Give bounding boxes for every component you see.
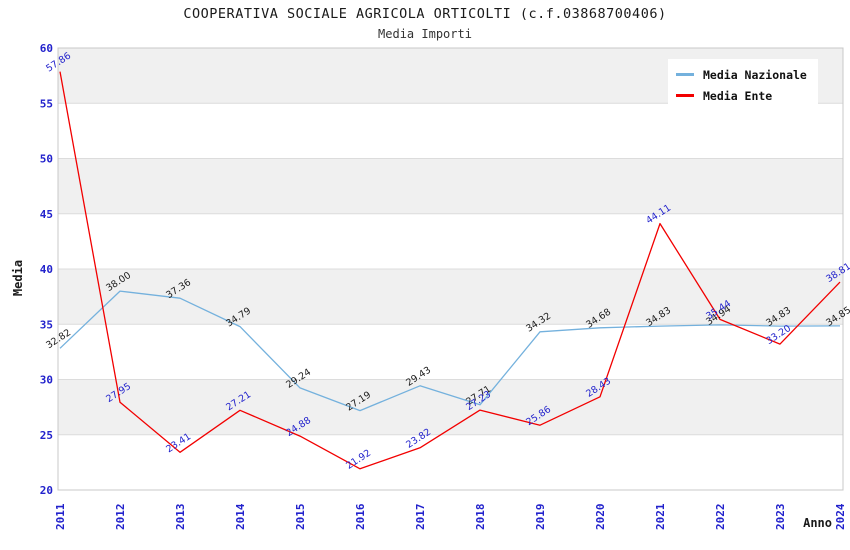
legend-label-media-ente: Media Ente xyxy=(703,88,773,103)
y-tick-label: 40 xyxy=(40,263,53,276)
legend-label-media-nazionale: Media Nazionale xyxy=(703,67,807,82)
legend: Media Nazionale Media Ente xyxy=(668,59,818,111)
y-axis-title: Media xyxy=(11,260,25,296)
y-tick-label: 20 xyxy=(40,484,53,497)
y-tick-label: 35 xyxy=(40,318,53,331)
x-tick-label: 2024 xyxy=(834,503,847,530)
x-tick-label: 2022 xyxy=(714,504,727,531)
x-tick-label: 2017 xyxy=(414,504,427,531)
ente-line-swatch xyxy=(676,94,694,97)
nazionale-line-swatch xyxy=(676,73,694,76)
legend-item-media-nazionale: Media Nazionale xyxy=(676,64,810,85)
x-tick-label: 2014 xyxy=(234,503,247,530)
x-tick-label: 2016 xyxy=(354,503,367,530)
x-tick-label: 2020 xyxy=(594,504,607,531)
legend-item-media-ente: Media Ente xyxy=(676,85,810,106)
x-tick-label: 2023 xyxy=(774,504,787,531)
series-line-ente xyxy=(59,71,841,470)
y-tick-label: 60 xyxy=(40,42,53,55)
chart-title: COOPERATIVA SOCIALE AGRICOLA ORTICOLTI (… xyxy=(183,6,667,22)
x-axis-title: Anno xyxy=(803,516,832,530)
y-tick-label: 45 xyxy=(40,208,53,221)
plot-border xyxy=(57,47,844,491)
y-tick-label: 25 xyxy=(40,429,53,442)
x-tick-label: 2011 xyxy=(54,503,67,530)
plot-band xyxy=(58,379,843,435)
x-tick-label: 2013 xyxy=(174,504,187,531)
plot-band xyxy=(58,158,843,214)
x-tick-label: 2012 xyxy=(114,504,127,531)
y-tick-label: 30 xyxy=(40,374,53,387)
series-line-nazionale xyxy=(59,290,841,412)
x-tick-label: 2019 xyxy=(534,504,547,531)
x-tick-label: 2021 xyxy=(654,503,667,530)
x-tick-label: 2018 xyxy=(474,504,487,531)
chart-subtitle: Media Importi xyxy=(378,27,472,41)
y-tick-label: 50 xyxy=(40,153,53,166)
y-tick-label: 55 xyxy=(40,97,53,110)
x-tick-label: 2015 xyxy=(294,504,307,531)
plot-band xyxy=(58,269,843,325)
